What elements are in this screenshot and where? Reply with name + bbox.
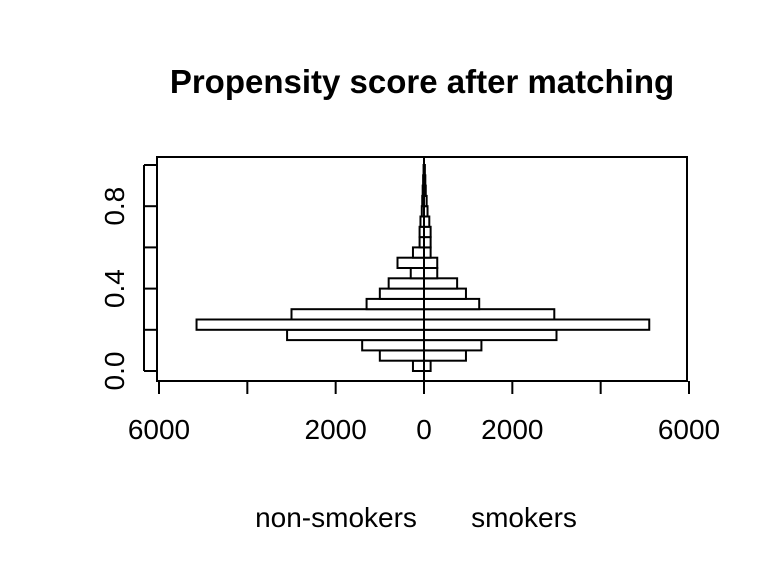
bar-smokers-1 — [423, 349, 467, 362]
bar-non-smokers-7 — [378, 287, 426, 300]
bar-non-smokers-8 — [387, 277, 425, 290]
x-axis-label-non-smokers: non-smokers — [255, 502, 417, 533]
plot-frame — [156, 156, 688, 382]
bar-non-smokers-11 — [411, 246, 426, 259]
bar-non-smokers-2 — [361, 339, 425, 352]
x-tick-label-0: 6000 — [128, 414, 190, 445]
bar-smokers-2 — [423, 339, 483, 352]
bar-smokers-10 — [423, 256, 439, 270]
bar-smokers-3 — [423, 328, 558, 342]
x-tick-label-3: 2000 — [481, 414, 543, 445]
bar-non-smokers-5 — [290, 308, 425, 321]
y-tick-label-0: 0.0 — [99, 352, 130, 391]
y-tick-label-1: 0.4 — [99, 269, 130, 308]
bar-non-smokers-10 — [396, 256, 425, 270]
bar-non-smokers-0 — [411, 359, 426, 373]
non-smokers-bars — [195, 164, 426, 373]
x-tick-label-4: 6000 — [658, 414, 720, 445]
y-tick-label-2: 0.8 — [99, 187, 130, 226]
bar-smokers-8 — [423, 277, 459, 290]
bar-non-smokers-3 — [286, 328, 426, 342]
bar-smokers-5 — [423, 308, 556, 321]
bar-smokers-9 — [423, 267, 439, 280]
x-axis: 6000 2000 0 2000 6000 — [128, 381, 720, 445]
bar-non-smokers-6 — [365, 297, 426, 311]
bar-non-smokers-1 — [378, 349, 426, 362]
x-tick-label-1: 2000 — [305, 414, 367, 445]
bar-non-smokers-4 — [195, 318, 425, 331]
bar-smokers-6 — [423, 297, 481, 311]
bar-smokers-4 — [423, 318, 651, 331]
bar-non-smokers-9 — [409, 267, 425, 280]
x-axis-label-smokers: smokers — [471, 502, 577, 533]
chart-title: Propensity score after matching — [170, 63, 674, 100]
bar-smokers-7 — [423, 287, 467, 300]
y-axis: 0.0 0.4 0.8 — [99, 164, 156, 391]
smokers-bars — [423, 164, 651, 373]
x-tick-label-2: 0 — [416, 414, 432, 445]
